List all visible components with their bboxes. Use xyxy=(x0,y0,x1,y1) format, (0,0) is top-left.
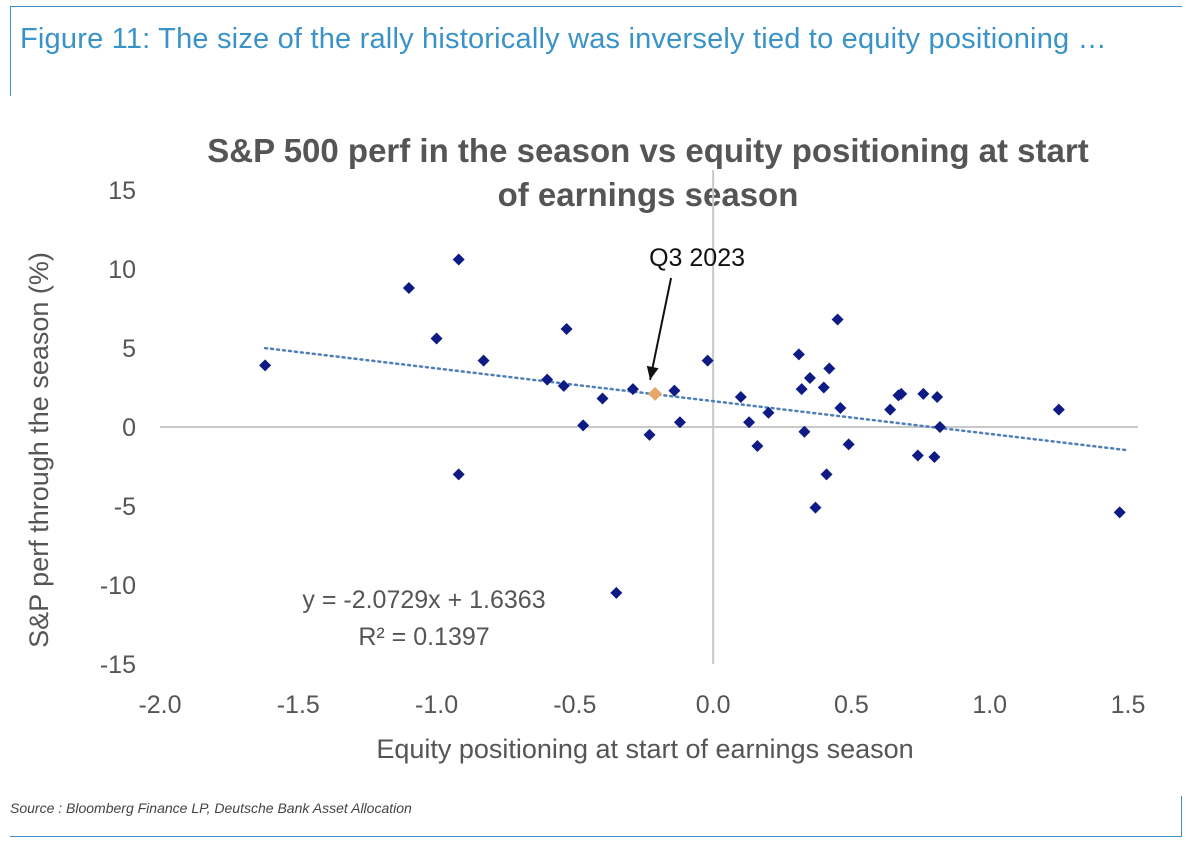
data-point xyxy=(430,332,443,345)
data-point xyxy=(673,416,686,429)
x-tick-label: 0.0 xyxy=(696,691,731,719)
y-tick-label: -5 xyxy=(114,493,136,521)
data-point xyxy=(477,354,490,367)
chart-title: S&P 500 perf in the season vs equity pos… xyxy=(207,132,1088,213)
data-point xyxy=(596,392,609,405)
data-point xyxy=(884,403,897,416)
data-point xyxy=(842,438,855,451)
y-tick-label: -15 xyxy=(100,651,136,679)
data-point xyxy=(610,586,623,599)
data-point xyxy=(452,468,465,481)
data-point xyxy=(792,348,805,361)
trendline-r2: R² = 0.1397 xyxy=(358,623,489,651)
source-note: Source : Bloomberg Finance LP, Deutsche … xyxy=(10,800,412,816)
data-point xyxy=(1052,403,1065,416)
figure-frame-left xyxy=(10,6,11,96)
data-point xyxy=(823,362,836,375)
data-points xyxy=(259,253,1126,599)
data-point xyxy=(577,419,590,432)
data-point xyxy=(734,390,747,403)
trendline-group xyxy=(263,346,1130,452)
data-point xyxy=(834,402,847,415)
data-point xyxy=(798,425,811,438)
y-tick-label: -10 xyxy=(100,572,136,600)
data-point xyxy=(701,354,714,367)
x-tick-labels: -2.0 -1.5 -1.0 -0.5 0.0 0.5 1.0 1.5 xyxy=(138,691,1145,719)
y-tick-label: 5 xyxy=(122,335,136,363)
x-tick-label: 1.0 xyxy=(972,691,1007,719)
data-point xyxy=(1113,506,1126,519)
x-tick-label: 1.5 xyxy=(1111,691,1146,719)
data-point xyxy=(643,428,656,441)
data-point xyxy=(762,406,775,419)
data-point xyxy=(557,379,570,392)
data-point xyxy=(751,439,764,452)
data-point xyxy=(911,449,924,462)
data-point xyxy=(626,383,639,396)
annotation-group: Q3 2023 xyxy=(646,244,745,401)
data-point xyxy=(895,387,908,400)
y-tick-label: 0 xyxy=(122,414,136,442)
highlight-label: Q3 2023 xyxy=(649,244,745,272)
highlight-arrow-line xyxy=(649,277,673,381)
data-point xyxy=(817,381,830,394)
chart-title-line-1: S&P 500 perf in the season vs equity pos… xyxy=(207,132,1088,169)
x-tick-label: -1.5 xyxy=(277,691,320,719)
x-tick-label: -1.0 xyxy=(415,691,458,719)
data-point xyxy=(560,323,573,336)
x-tick-label: -0.5 xyxy=(553,691,596,719)
data-point xyxy=(803,372,816,385)
chart-title-line-2: of earnings season xyxy=(498,176,799,213)
y-axis-label: S&P perf through the season (%) xyxy=(24,252,54,648)
highlight-arrow-head xyxy=(646,365,659,380)
axes xyxy=(160,170,1138,664)
data-point xyxy=(402,281,415,294)
figure-title: Figure 11: The size of the rally histori… xyxy=(20,23,1107,55)
data-point xyxy=(541,373,554,386)
trendline-equation: y = -2.0729x + 1.6363 xyxy=(302,586,545,614)
data-point xyxy=(795,383,808,396)
data-point xyxy=(831,313,844,326)
data-point xyxy=(820,468,833,481)
y-tick-labels: 15 10 5 0 -5 -10 -15 xyxy=(100,177,136,679)
x-tick-label: -2.0 xyxy=(138,691,181,719)
data-point xyxy=(931,390,944,403)
data-point xyxy=(452,253,465,266)
trendline xyxy=(263,346,1130,452)
data-point xyxy=(809,501,822,514)
scatter-chart: S&P 500 perf in the season vs equity pos… xyxy=(24,132,1145,764)
data-point xyxy=(259,359,272,372)
x-tick-label: 0.5 xyxy=(834,691,869,719)
figure-frame-right xyxy=(1181,796,1182,837)
data-point xyxy=(668,384,681,397)
data-point xyxy=(743,416,756,429)
highlight-point xyxy=(648,386,663,401)
y-tick-label: 15 xyxy=(108,177,136,205)
data-point xyxy=(928,451,941,464)
figure-frame-bottom xyxy=(10,836,1182,837)
y-tick-label: 10 xyxy=(108,256,136,284)
x-axis-label: Equity positioning at start of earnings … xyxy=(376,734,913,764)
data-point xyxy=(917,387,930,400)
figure-frame-top xyxy=(10,6,1182,7)
data-point xyxy=(933,421,946,433)
